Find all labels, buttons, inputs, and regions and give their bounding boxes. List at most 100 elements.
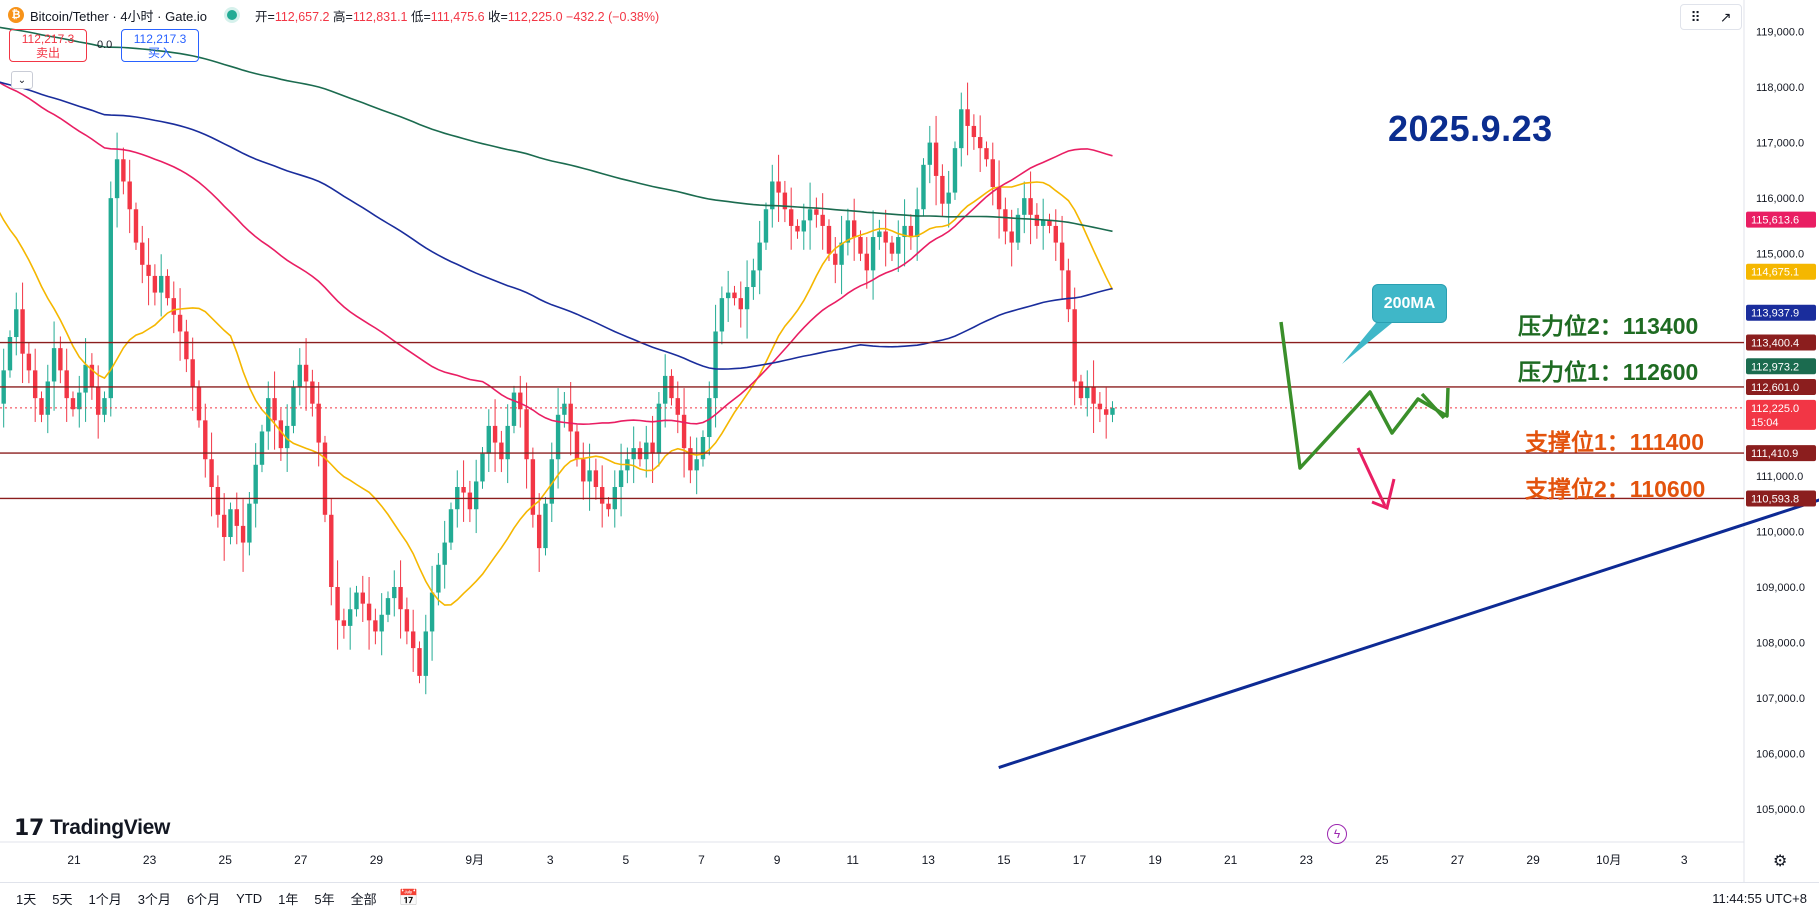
collapse-legend-button[interactable]: ⌄	[11, 71, 33, 89]
buy-button[interactable]: 112,217.3 买入	[121, 29, 199, 62]
ascending-trendline	[998, 498, 1819, 769]
candle-body	[965, 109, 970, 126]
x-tick-label: 27	[294, 853, 308, 867]
price-tag	[1746, 358, 1816, 375]
calendar-icon[interactable]: 📅	[398, 890, 419, 907]
x-tick-label: 7	[698, 853, 705, 867]
ohlc-readout: 开=112,657.2 高=112,831.1 低=111,475.6 收=11…	[255, 6, 659, 25]
candle-body	[820, 214, 825, 226]
candle-body	[335, 587, 340, 621]
candle-body	[543, 503, 548, 549]
ma200-callout: 200MA	[1372, 284, 1447, 323]
drawing-toolbar[interactable]: ⠿ ↗	[1680, 4, 1742, 30]
projected-arrow-head	[1420, 392, 1446, 420]
candle-body	[310, 381, 315, 404]
candle-body	[228, 509, 233, 538]
candle-body	[606, 503, 611, 510]
candle-body	[234, 509, 239, 526]
candle-body	[467, 492, 473, 510]
chart-header: ₿ Bitcoin/Tether · 4小时 · Gate.io 开=112,6…	[8, 5, 659, 25]
candle-body	[196, 387, 202, 421]
x-tick-label: 21	[1224, 853, 1238, 867]
x-tick-label: 23	[1300, 853, 1314, 867]
candle-body	[914, 209, 920, 238]
range-ytd[interactable]: YTD	[236, 890, 263, 906]
price-tag-label: 112,601.0	[1751, 382, 1799, 394]
candle-body	[316, 403, 321, 443]
range-5d[interactable]: 5天	[52, 891, 73, 907]
drag-handle-icon[interactable]: ⠿	[1690, 8, 1701, 25]
price-tag-label: 113,937.9	[1751, 308, 1799, 320]
candle-body	[404, 609, 410, 632]
candle-body	[776, 181, 781, 193]
candle-body	[952, 148, 958, 193]
candle-body	[933, 142, 939, 176]
candle-body	[1015, 214, 1021, 243]
candle-body	[1103, 409, 1109, 415]
y-tick-label: 107,000.0	[1756, 693, 1805, 705]
x-tick-label: 29	[370, 853, 384, 867]
range-5y[interactable]: 5年	[314, 891, 335, 907]
range-1m[interactable]: 1个月	[88, 891, 122, 907]
candle-body	[574, 431, 580, 460]
price-tag-label: 111,410.9	[1751, 448, 1798, 460]
price-tag-label: 112,225.0	[1751, 403, 1799, 415]
bitcoin-icon: ₿	[8, 7, 24, 23]
range-3m[interactable]: 3个月	[137, 891, 171, 907]
candle-body	[940, 175, 945, 204]
candle-body	[807, 209, 813, 221]
candle-body	[1040, 220, 1046, 226]
candle-body	[114, 159, 120, 199]
candle-body	[499, 442, 504, 460]
gear-icon[interactable]: ⚙	[1773, 853, 1788, 870]
candle-body	[996, 187, 1002, 210]
candle-body	[870, 237, 876, 271]
candle-body	[770, 181, 775, 210]
flash-icon[interactable]: ϟ	[1327, 824, 1347, 844]
candle-body	[801, 220, 806, 232]
candle-body	[253, 464, 258, 504]
candle-body	[511, 392, 517, 426]
candle-body	[58, 348, 63, 371]
candle-body	[524, 409, 529, 460]
sell-button[interactable]: 112,217.3 卖出	[9, 29, 87, 62]
symbol-title[interactable]: Bitcoin/Tether · 4小时 · Gate.io	[30, 8, 208, 24]
candle-body	[190, 359, 195, 388]
price-tag-countdown: 15:04	[1751, 417, 1779, 429]
candle-body	[392, 587, 397, 599]
callout-pointer	[1342, 318, 1398, 364]
candle-body	[284, 425, 290, 449]
candle-body	[518, 392, 523, 410]
candle-body	[763, 209, 769, 243]
candle-body	[618, 470, 624, 488]
trend-chart-icon[interactable]: ↗	[1719, 8, 1732, 25]
range-all[interactable]: 全部	[350, 891, 377, 907]
candle-body	[1072, 309, 1077, 382]
clock-time: 11:44:55 UTC+8	[1712, 891, 1807, 906]
candle-body	[133, 209, 139, 243]
x-tick-label: 15	[997, 853, 1011, 867]
open-label: 开=	[255, 9, 275, 24]
high-value: 112,831.1	[352, 9, 408, 24]
range-1y[interactable]: 1年	[278, 891, 299, 907]
range-1d[interactable]: 1天	[16, 891, 37, 907]
candle-body	[1028, 198, 1033, 215]
candle-body	[851, 220, 857, 238]
candle-body	[1078, 381, 1084, 399]
candle-body	[662, 375, 668, 404]
candle-body	[883, 231, 888, 243]
range-6m[interactable]: 6个月	[186, 891, 221, 907]
y-tick-label: 110,000.0	[1756, 526, 1804, 538]
candle-body	[473, 481, 479, 510]
candle-body	[329, 514, 334, 587]
candle-body	[927, 142, 932, 165]
candle-body	[814, 209, 819, 215]
chevron-down-icon: ⌄	[17, 74, 27, 86]
price-tag	[1746, 211, 1816, 228]
candle-body	[140, 242, 145, 265]
candle-body	[530, 459, 536, 515]
y-tick-label: 115,000.0	[1756, 249, 1804, 261]
candle-body	[146, 264, 151, 276]
